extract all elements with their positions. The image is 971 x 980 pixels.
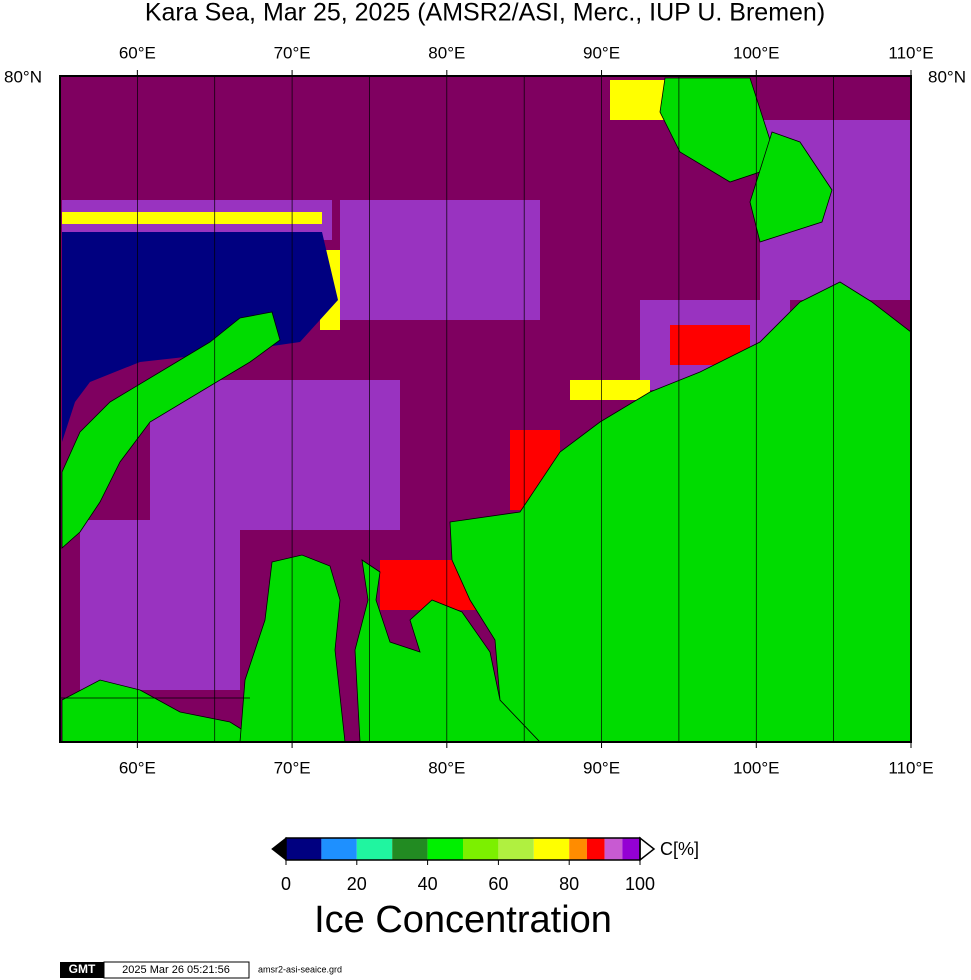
colorbar-tick-label: 60 <box>488 874 508 894</box>
lon-label-bottom: 80°E <box>428 758 465 777</box>
lon-label-top: 80°E <box>428 43 465 62</box>
colorbar-tick-label: 80 <box>559 874 579 894</box>
colorbar-tick-label: 100 <box>625 874 655 894</box>
footer: GMT 2025 Mar 26 05:21:56 amsr2-asi-seaic… <box>60 961 342 979</box>
colorbar-segment <box>586 838 605 860</box>
colorbar-tick-label: 40 <box>418 874 438 894</box>
file-name: amsr2-asi-seaice.grd <box>258 964 342 974</box>
graticule <box>137 76 834 742</box>
colorbar-frame <box>285 837 641 861</box>
lon-label-bottom: 110°E <box>888 758 933 777</box>
timestamp: 2025 Mar 26 05:21:56 <box>122 964 230 976</box>
gmt-logo: GMT <box>69 962 96 976</box>
title: Kara Sea, Mar 25, 2025 (AMSR2/ASI, Merc.… <box>145 0 825 27</box>
colorbar-under <box>271 836 287 862</box>
lon-label-top: 70°E <box>274 43 311 62</box>
colorbar: C[%] Ice Concentration 0 20 40 60 80 100 <box>271 836 699 941</box>
colorbar-segment <box>622 838 640 860</box>
lat-label-left: 80°N <box>4 67 42 86</box>
colorbar-segment <box>427 838 463 860</box>
timestamp-box <box>103 961 250 979</box>
colorbar-segment <box>569 838 587 860</box>
colorbar-over <box>639 836 656 862</box>
colorbar-segment <box>463 838 499 860</box>
lon-label-bottom: 70°E <box>274 758 311 777</box>
colorbar-unit: C[%] <box>660 839 699 859</box>
map: 80°N 80°N <box>4 67 966 743</box>
colorbar-segment <box>498 838 534 860</box>
lon-label-bottom: 100°E <box>733 758 780 777</box>
colorbar-segment <box>356 838 393 860</box>
gmt-logo-box <box>60 962 104 978</box>
lon-label-bottom: 60°E <box>119 758 156 777</box>
colorbar-tick-label: 0 <box>281 874 291 894</box>
colorbar-label: Ice Concentration <box>314 899 612 941</box>
land <box>61 77 911 742</box>
fast-water <box>62 232 338 442</box>
colorbar-segment <box>604 838 623 860</box>
lon-label-top: 100°E <box>733 43 780 62</box>
colorbar-segment <box>286 838 322 860</box>
colorbar-segment <box>392 838 428 860</box>
lat-label-right: 80°N <box>928 67 966 86</box>
colorbar-segment <box>321 838 357 860</box>
colorbar-tick-label: 20 <box>347 874 367 894</box>
lon-label-top: 90°E <box>583 43 620 62</box>
colorbar-segment <box>533 838 570 860</box>
lon-label-top: 60°E <box>119 43 156 62</box>
map-frame <box>59 75 912 743</box>
lon-label-top: 110°E <box>888 43 933 62</box>
lon-label-bottom: 90°E <box>583 758 620 777</box>
